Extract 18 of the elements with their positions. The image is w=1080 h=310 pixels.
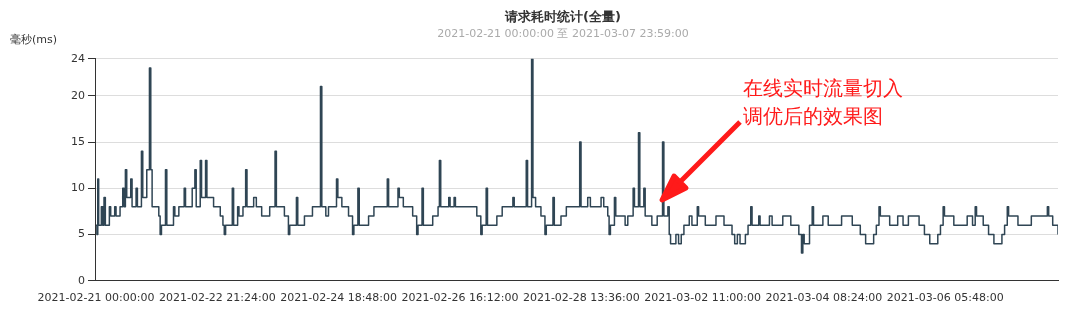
x-tick-label: 2021-03-02 11:00:00 [644,291,762,305]
y-tick-label: 10 [71,181,85,195]
chart-subtitle: 2021-02-21 00:00:00 至 2021-03-07 23:59:00 [437,27,689,41]
x-tick-label: 2021-02-22 21:24:00 [158,291,276,305]
y-axis-title: 毫秒(ms) [10,32,58,46]
x-tick-label: 2021-02-28 13:36:00 [522,291,640,305]
x-tick-label: 2021-03-04 08:24:00 [765,291,883,305]
x-tick-label: 2021-02-21 00:00:00 [37,291,155,305]
y-tick-label: 24 [71,51,85,65]
y-tick-label: 20 [71,88,85,102]
y-tick-label: 0 [78,273,85,287]
x-tick-label: 2021-03-06 05:48:00 [886,291,1004,305]
x-tick-label: 2021-02-26 16:12:00 [401,291,519,305]
chart-title: 请求耗时统计(全量) [504,9,621,25]
annotation: 在线实时流量切入调优后的效果图 [743,75,904,130]
y-tick-label: 5 [78,227,85,241]
x-tick-label: 2021-02-24 18:48:00 [280,291,398,305]
y-tick-label: 15 [71,134,85,148]
